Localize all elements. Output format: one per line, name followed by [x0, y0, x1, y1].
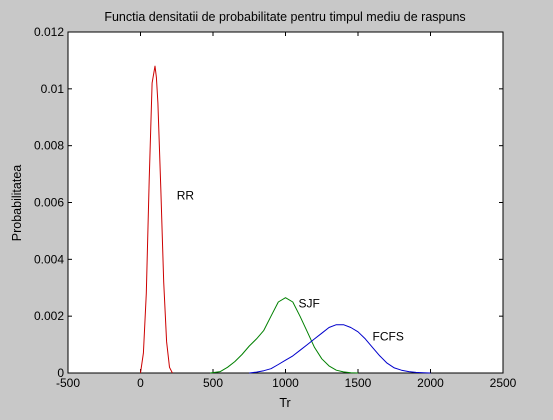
x-axis: -500 0 500 1000 1500 2000 2500 — [56, 32, 517, 390]
series-line-rr — [140, 65, 173, 374]
y-tick-label: 0.002 — [34, 309, 64, 323]
annotation-fcfs: FCFS — [373, 329, 404, 343]
x-tick-label: -500 — [56, 376, 80, 390]
y-tick-label: 0 — [57, 366, 64, 380]
y-tick-label: 0.006 — [34, 196, 64, 210]
y-axis-label: Probabilitatea — [10, 165, 24, 241]
series-lines — [140, 65, 431, 374]
x-axis-label: Tr — [279, 396, 290, 410]
y-tick-label: 0.008 — [34, 139, 64, 153]
plot-area — [67, 31, 504, 374]
chart-title: Functia densitatii de probabilitate pent… — [104, 10, 465, 24]
series-line-fcfs — [249, 324, 431, 374]
y-tick-label: 0.012 — [34, 25, 64, 39]
y-axis: 0 0.002 0.004 0.006 0.008 0.01 0.012 — [34, 25, 503, 380]
annotation-rr: RR — [177, 189, 195, 203]
x-tick-label: 1000 — [272, 376, 299, 390]
y-tick-label: 0.004 — [34, 252, 64, 266]
annotation-sjf: SJF — [299, 297, 320, 311]
x-tick-label: 2000 — [417, 376, 444, 390]
x-tick-label: 500 — [203, 376, 223, 390]
x-tick-label: 0 — [137, 376, 144, 390]
series-line-sjf — [210, 297, 359, 374]
x-tick-label: 1500 — [345, 376, 372, 390]
x-tick-label: 2500 — [490, 376, 517, 390]
annotations: RR SJF FCFS — [177, 189, 404, 344]
y-tick-label: 0.01 — [41, 82, 65, 96]
